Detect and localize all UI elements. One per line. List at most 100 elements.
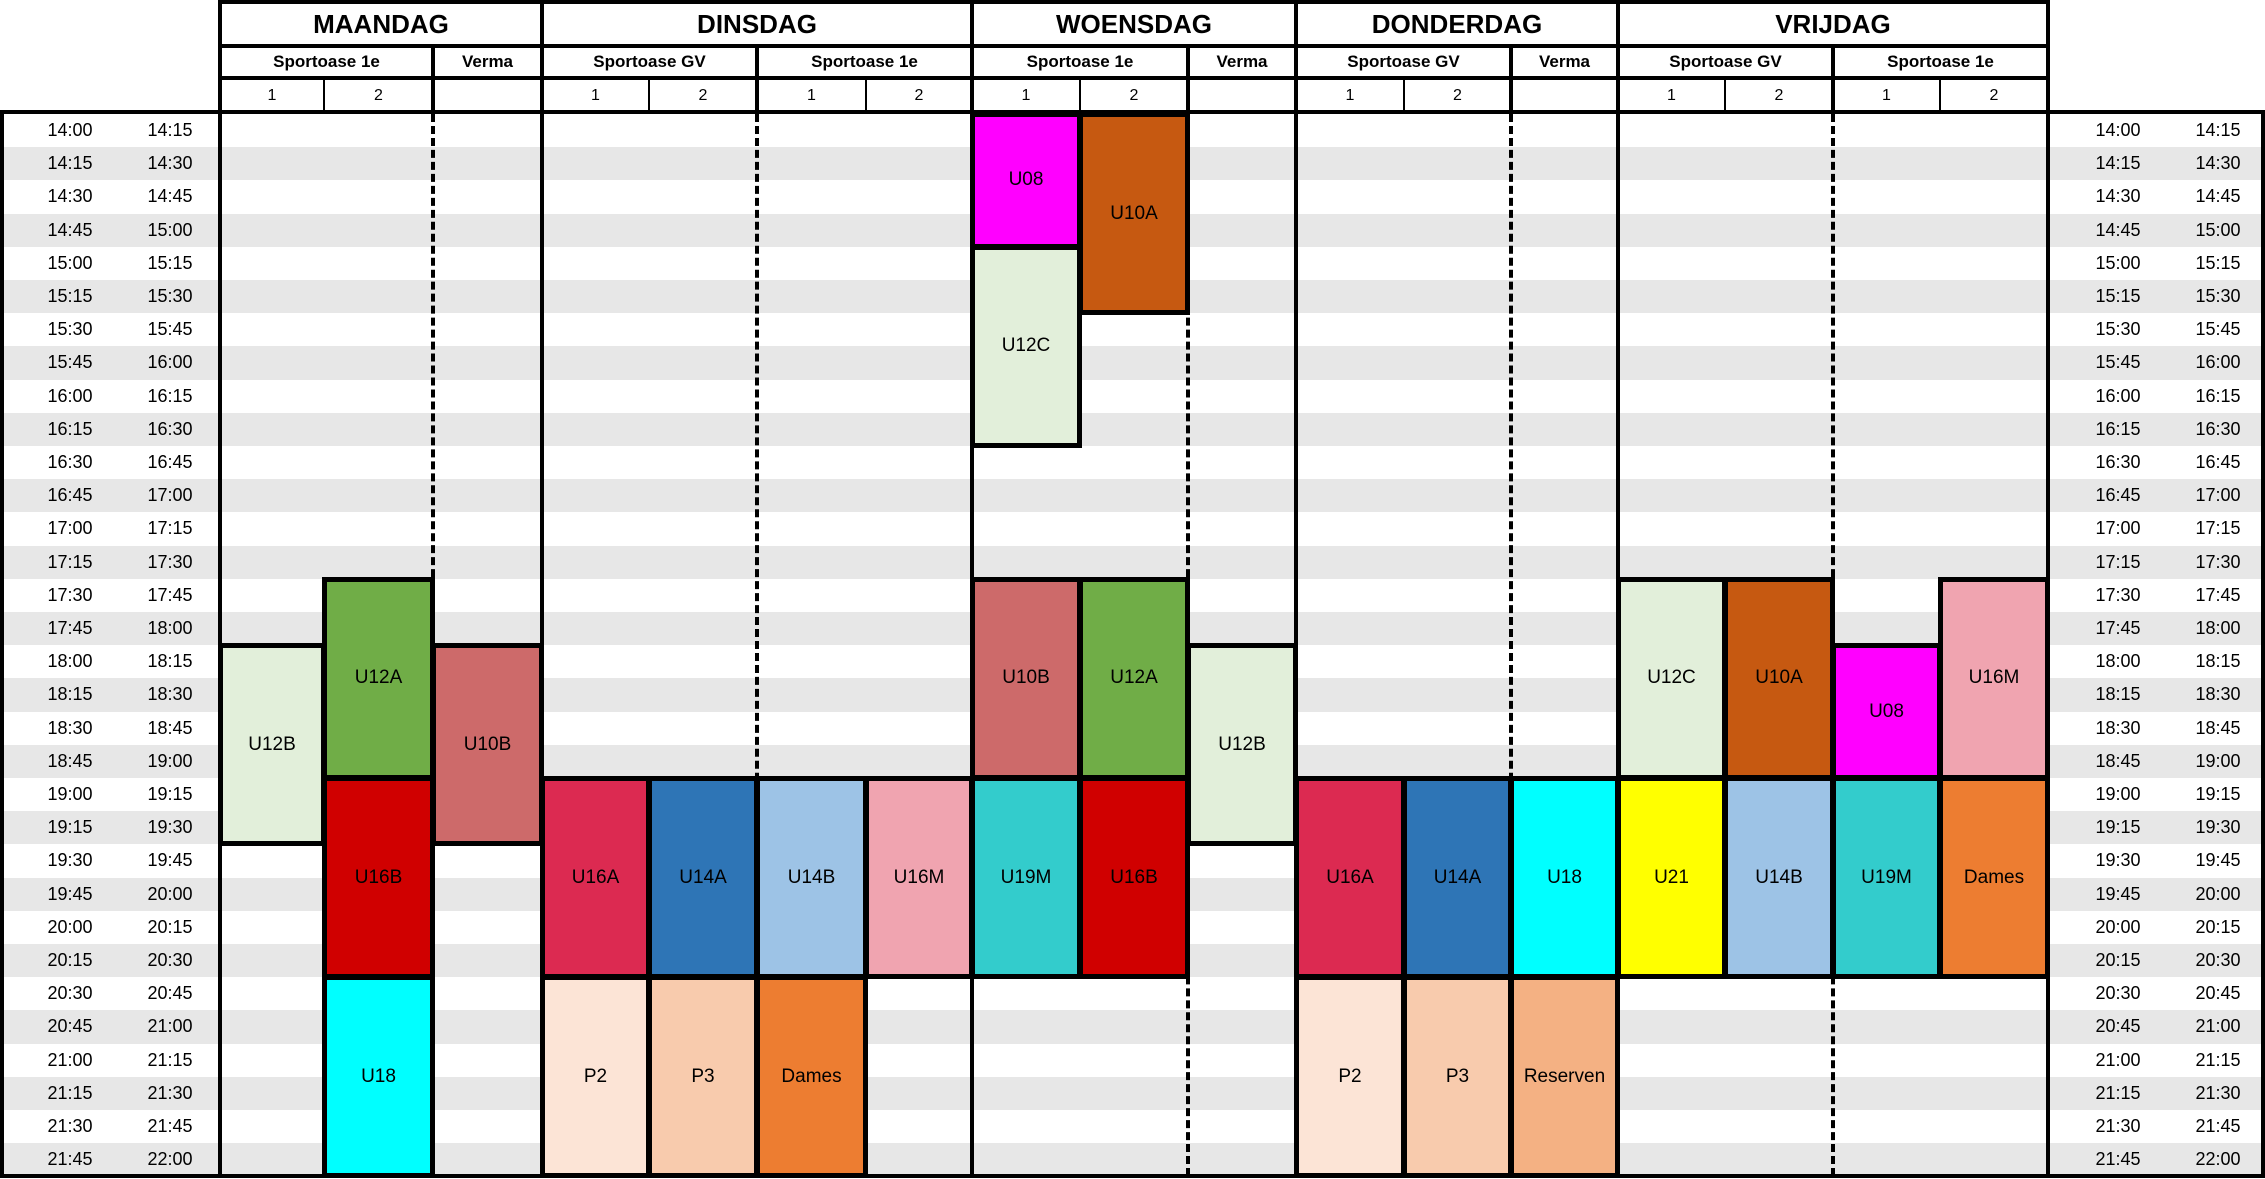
- time-label-right: 14:15: [2195, 120, 2241, 141]
- time-label-left: 21:30: [147, 1082, 193, 1103]
- time-label-left: 21:30: [47, 1116, 93, 1137]
- header-rule: [218, 44, 2050, 48]
- time-label-left: 19:30: [147, 817, 193, 838]
- time-label-right: 15:15: [2095, 286, 2141, 307]
- session-block: U16M: [1938, 576, 2050, 780]
- time-label-right: 20:15: [2095, 950, 2141, 971]
- court-number: 2: [1989, 87, 1999, 104]
- time-label-right: 17:15: [2195, 518, 2241, 539]
- time-label-right: 16:45: [2195, 452, 2241, 473]
- time-label-right: 21:45: [2095, 1149, 2141, 1170]
- venue-header: Sportoase 1e: [811, 52, 918, 71]
- time-label-right: 21:15: [2195, 1049, 2241, 1070]
- time-label-right: 16:00: [2195, 352, 2241, 373]
- time-label-left: 15:45: [47, 352, 93, 373]
- court-number: 2: [914, 87, 924, 104]
- time-label-right: 20:45: [2095, 1016, 2141, 1037]
- time-label-left: 19:00: [147, 750, 193, 771]
- time-label-right: 20:30: [2195, 950, 2241, 971]
- time-label-right: 21:15: [2095, 1082, 2141, 1103]
- time-label-right: 15:00: [2095, 252, 2141, 273]
- time-label-left: 18:15: [47, 684, 93, 705]
- time-label-left: 20:00: [147, 883, 193, 904]
- session-block: U16B: [1078, 776, 1190, 980]
- venue-divider: [1509, 46, 1513, 112]
- venue-header: Sportoase GV: [593, 52, 706, 71]
- time-label-left: 14:30: [147, 153, 193, 174]
- session-block: U08: [970, 112, 1082, 249]
- time-label-left: 15:30: [147, 286, 193, 307]
- time-label-right: 14:30: [2195, 153, 2241, 174]
- venue-header: Sportoase GV: [1347, 52, 1460, 71]
- time-label-left: 19:45: [147, 850, 193, 871]
- time-label-left: 20:30: [47, 983, 93, 1004]
- session-block: U10B: [431, 643, 544, 847]
- time-label-right: 20:00: [2095, 916, 2141, 937]
- time-label-left: 18:30: [147, 684, 193, 705]
- time-label-right: 21:45: [2195, 1116, 2241, 1137]
- day-header: DINSDAG: [697, 8, 817, 39]
- time-label-left: 15:30: [47, 319, 93, 340]
- time-label-right: 19:00: [2195, 750, 2241, 771]
- court-number: 2: [374, 87, 383, 104]
- session-block: U16A: [540, 776, 651, 980]
- court-divider: [1079, 80, 1081, 112]
- time-label-left: 16:15: [47, 418, 93, 439]
- time-label-left: 19:45: [47, 883, 93, 904]
- time-label-right: 18:45: [2195, 717, 2241, 738]
- venue-divider: [431, 46, 435, 112]
- session-block: U10B: [970, 576, 1082, 780]
- time-label-left: 21:00: [147, 1016, 193, 1037]
- venue-header: Verma: [1216, 52, 1268, 71]
- time-label-left: 22:00: [147, 1149, 193, 1170]
- court-number: 1: [267, 87, 277, 104]
- time-label-right: 21:00: [2095, 1049, 2141, 1070]
- venue-divider-dashed: [1509, 114, 1513, 1177]
- session-block: Dames: [755, 975, 868, 1179]
- time-label-right: 14:15: [2095, 153, 2141, 174]
- time-label-right: 19:30: [2095, 850, 2141, 871]
- time-label-left: 21:15: [147, 1049, 193, 1070]
- time-label-left: 20:45: [47, 1016, 93, 1037]
- session-block: U12B: [218, 643, 326, 847]
- time-label-left: 17:15: [47, 551, 93, 572]
- time-label-left: 18:00: [47, 651, 93, 672]
- day-divider: [218, 2, 222, 1177]
- time-label-right: 19:15: [2095, 817, 2141, 838]
- body-bottom-rule: [0, 1174, 2265, 1179]
- court-number: 1: [1882, 87, 1891, 104]
- court-divider: [323, 80, 325, 112]
- venue-header: Sportoase 1e: [1026, 52, 1134, 71]
- time-label-left: 20:15: [47, 950, 93, 971]
- time-label-right: 14:00: [2095, 120, 2141, 141]
- time-label-left: 14:45: [47, 219, 93, 240]
- time-label-right: 19:45: [2095, 883, 2141, 904]
- time-label-right: 20:45: [2195, 983, 2241, 1004]
- time-label-left: 19:00: [47, 784, 93, 805]
- day-header: WOENSDAG: [1056, 8, 1212, 39]
- session-block: P2: [1294, 975, 1406, 1179]
- time-label-right: 19:15: [2195, 784, 2241, 805]
- session-block: U19M: [970, 776, 1082, 980]
- time-label-left: 16:45: [147, 452, 193, 473]
- time-label-right: 19:45: [2195, 850, 2241, 871]
- time-label-right: 16:45: [2095, 485, 2141, 506]
- row-stripe: [0, 479, 2265, 513]
- time-label-left: 15:15: [147, 252, 193, 273]
- time-label-left: 20:15: [147, 916, 193, 937]
- header-rule: [218, 0, 2050, 4]
- day-header: DONDERDAG: [1371, 8, 1543, 39]
- time-label-right: 22:00: [2195, 1149, 2241, 1170]
- day-divider: [1294, 2, 1298, 1177]
- time-label-left: 15:00: [147, 219, 193, 240]
- venue-header: Verma: [1538, 52, 1591, 71]
- venue-divider: [755, 46, 759, 112]
- time-label-right: 19:30: [2195, 817, 2241, 838]
- time-label-right: 14:45: [2095, 219, 2141, 240]
- session-block: P3: [647, 975, 759, 1179]
- session-block: U18: [322, 975, 435, 1179]
- time-label-left: 21:00: [47, 1049, 93, 1070]
- session-block: U12C: [970, 244, 1082, 448]
- time-label-left: 16:00: [47, 385, 93, 406]
- session-block: U14A: [647, 776, 759, 980]
